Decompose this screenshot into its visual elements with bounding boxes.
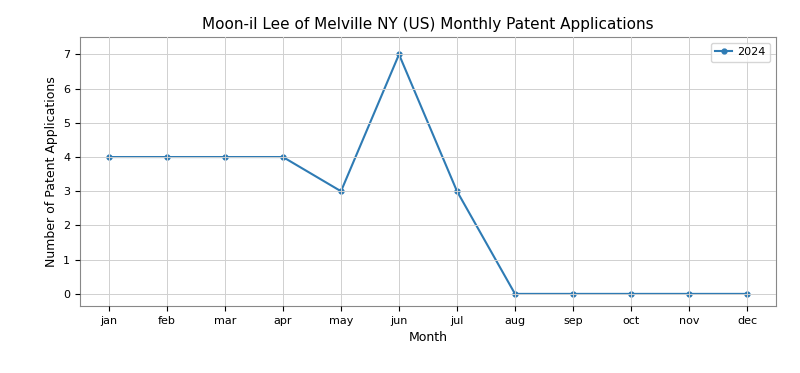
2024: [104, 155, 114, 159]
Title: Moon-il Lee of Melville NY (US) Monthly Patent Applications: Moon-il Lee of Melville NY (US) Monthly …: [202, 17, 654, 32]
2024: [510, 292, 520, 296]
2024: [568, 292, 578, 296]
2024: [626, 292, 636, 296]
2024: [336, 189, 346, 194]
Y-axis label: Number of Patent Applications: Number of Patent Applications: [45, 76, 58, 267]
2024: [220, 155, 230, 159]
Legend: 2024: 2024: [711, 43, 770, 62]
Line: 2024: 2024: [106, 52, 750, 296]
2024: [742, 292, 752, 296]
2024: [452, 189, 462, 194]
2024: [394, 52, 404, 57]
2024: [278, 155, 288, 159]
2024: [162, 155, 172, 159]
2024: [684, 292, 694, 296]
X-axis label: Month: Month: [409, 331, 447, 344]
